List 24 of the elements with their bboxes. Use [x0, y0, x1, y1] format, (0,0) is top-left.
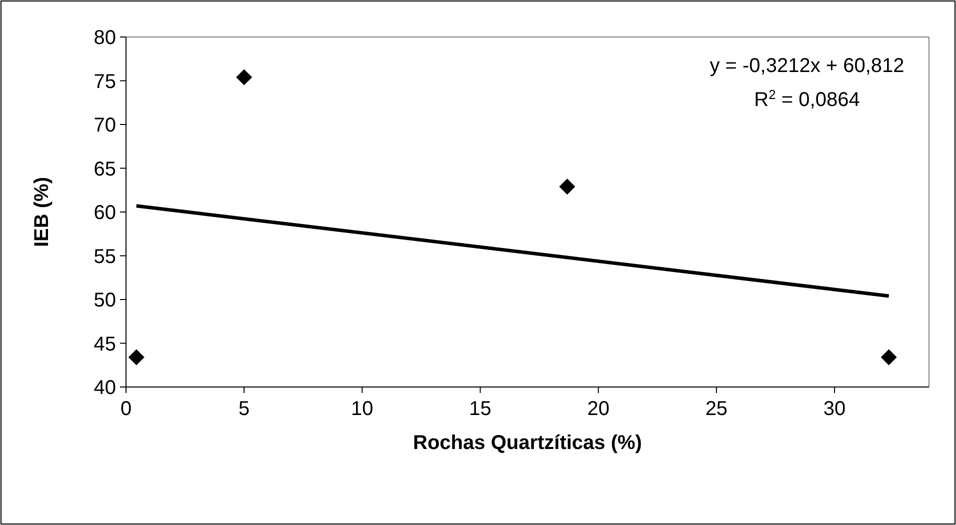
x-tick-label: 0 — [120, 398, 132, 420]
point — [128, 349, 144, 366]
y-tick-label: 70 — [94, 114, 116, 136]
x-tick-label: 20 — [587, 398, 610, 420]
x-tick-label: 30 — [823, 398, 846, 420]
y-tick-label: 40 — [94, 377, 116, 399]
y-tick-label: 75 — [94, 70, 116, 93]
y-tick-label: 60 — [94, 202, 116, 224]
y-tick-label: 50 — [94, 290, 116, 312]
point — [559, 178, 576, 195]
x-tick-label: 25 — [705, 398, 728, 420]
x-tick-label: 15 — [469, 398, 492, 420]
y-tick-label: 45 — [94, 333, 116, 356]
x-tick-label: 10 — [351, 398, 374, 420]
y-tick-label: 65 — [94, 158, 116, 180]
y-tick-label: 80 — [94, 27, 116, 49]
x-tick-label: 5 — [238, 398, 250, 420]
y-axis-title: IEB (%) — [31, 177, 53, 247]
y-tick-label: 55 — [94, 246, 116, 268]
annotation: R$^{2}$ = 0,0864 — [754, 86, 860, 111]
x-axis-title: Rochas Quartzíticas (%) — [413, 432, 642, 454]
point — [236, 69, 252, 86]
annotation: y = -0,3212x + 60,812 — [710, 55, 904, 77]
point — [880, 349, 897, 366]
